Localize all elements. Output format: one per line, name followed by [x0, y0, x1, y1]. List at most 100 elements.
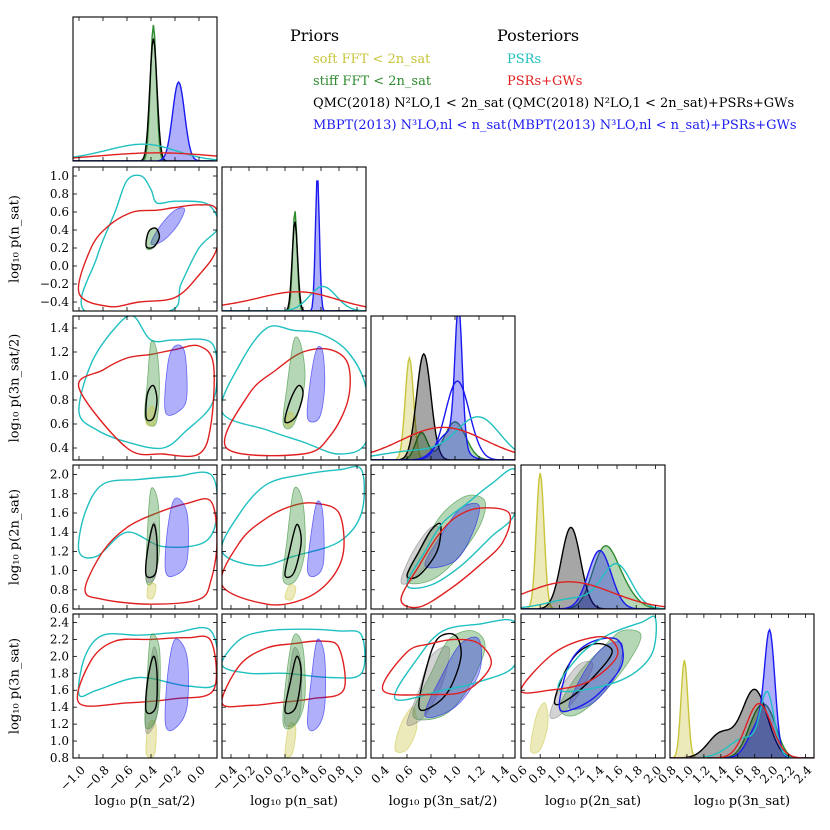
joint-panel-4-2: [381, 618, 515, 753]
marginal-panel-1: [222, 180, 366, 311]
ytick-label-1-6: 0.8: [50, 187, 69, 201]
marginal-panel-2: [371, 316, 515, 460]
contour-line-4-3-7: [521, 636, 619, 694]
marginal-fill-0-2: [73, 82, 217, 161]
contour-line-4-3-6: [557, 615, 657, 693]
ytick-label-2-1: 0.6: [50, 417, 69, 431]
joint-panel-1-0: [77, 174, 217, 311]
marginal-curve-2-5: [371, 416, 515, 457]
marginal-panel-0: [73, 24, 217, 161]
xaxis-label-0: log₁₀ p(n_sat/2): [95, 794, 196, 809]
xtick-label-2-2: 0.8: [417, 763, 440, 786]
marginal-curve-1-4: [222, 291, 366, 308]
contour-line-3-1-0: [222, 465, 366, 567]
panel-frame-3-2: [370, 464, 516, 610]
xtick-label-0-5: 0.0: [185, 763, 208, 786]
marginal-curve-3-0: [521, 472, 665, 609]
marginal-fill-2-0: [371, 358, 515, 460]
ytick-label-2-2: 0.8: [50, 393, 69, 407]
legend-prior-1: stiff FFT < 2n_sat: [313, 74, 432, 89]
marginal-curve-0-2: [73, 80, 217, 161]
ytick-label-4-2: 1.2: [50, 717, 69, 731]
contour-line-4-2-5: [393, 618, 515, 701]
marginal-curve-2-6: [371, 426, 515, 454]
ytick-label-2-3: 1.0: [50, 369, 69, 383]
legend-priors-title: Priors: [290, 26, 339, 45]
joint-panel-3-1: [222, 465, 366, 606]
marginal-curve-2-2: [371, 352, 515, 460]
xtick-label-4-8: 2.4: [791, 763, 815, 787]
contour-line-1-0-0: [80, 174, 217, 311]
marginal-curve-0-4: [73, 152, 217, 159]
xtick-label-1-7: 1.0: [343, 763, 366, 786]
marginal-fill-1-0: [222, 211, 366, 311]
ytick-label-2-5: 1.4: [50, 321, 69, 335]
ytick-label-1-7: 1.0: [50, 169, 69, 183]
marginal-curve-2-3: [371, 316, 515, 460]
xtick-label-0-3: −0.4: [129, 763, 160, 794]
legend-posterior-3: (MBPT(2013) N³LO,nl < n_sat)+PSRs+GWs: [507, 118, 797, 133]
legend-prior-2: QMC(2018) N²LO,1 < 2n_sat: [313, 96, 505, 111]
marginal-curve-2-4: [371, 380, 515, 460]
contour-fill-3-1-3: [307, 500, 325, 578]
contour-fill-4-0-2: [145, 720, 157, 758]
xtick-label-2-3: 1.0: [441, 763, 464, 786]
contour-line-2-1-1: [223, 347, 351, 457]
contour-line-2-1-0: [222, 325, 366, 455]
contour-line-3-0-1: [84, 498, 217, 605]
contour-fill-4-1-4: [282, 633, 306, 730]
yaxis-label-3: log₁₀ p(2n_sat): [8, 489, 23, 585]
joint-panel-4-1: [222, 628, 366, 758]
legend-posterior-0: PSRs: [507, 52, 541, 67]
contour-fill-3-1-2: [282, 486, 306, 585]
panel-frame-4-1: [221, 613, 367, 759]
legend-prior-0: soft FFT < 2n_sat: [313, 52, 431, 67]
panel-frame-3-0: [72, 464, 218, 610]
panel-frame-2-2: [370, 315, 516, 461]
ytick-label-3-4: 1.4: [50, 525, 69, 539]
marginal-curve-4-0: [670, 659, 814, 758]
ytick-label-3-7: 2.0: [50, 468, 69, 482]
marginal-fill-3-0: [521, 473, 665, 609]
contour-line-4-2-6: [381, 638, 493, 696]
contour-fill-4-2-0: [394, 706, 418, 753]
joint-panel-4-0: [76, 626, 217, 758]
marginal-curve-1-1: [222, 221, 366, 311]
contour-fill-4-0-3: [145, 646, 160, 734]
ytick-label-4-5: 1.8: [50, 666, 69, 680]
contour-line-1-0-4: [145, 227, 161, 249]
xaxis-label-2: log₁₀ p(3n_sat/2): [389, 794, 498, 809]
contour-fill-4-3-0: [530, 702, 549, 754]
xtick-label-2-1: 0.6: [393, 763, 416, 786]
marginal-curve-4-5: [670, 702, 814, 758]
contour-fill-4-2-3: [424, 636, 483, 719]
contour-line-4-1-6: [284, 655, 302, 715]
xaxis-label-1: log₁₀ p(n_sat): [250, 794, 338, 809]
marginal-panel-3: [521, 472, 665, 609]
ytick-label-3-5: 1.6: [50, 506, 69, 520]
xtick-label-0-1: −0.8: [81, 763, 112, 794]
ytick-label-3-1: 0.8: [50, 583, 69, 597]
yaxis-label-1: log₁₀ p(n_sat): [8, 195, 23, 283]
contour-line-3-2-4: [406, 468, 515, 590]
legend-prior-3: MBPT(2013) N³LO,nl < n_sat: [313, 118, 507, 133]
yaxis-label-4: log₁₀ p(3n_sat): [8, 638, 23, 734]
panel-frame-0-0: [72, 16, 218, 162]
ytick-label-2-4: 1.2: [50, 345, 69, 359]
marginal-fill-4-0: [670, 660, 814, 758]
ytick-label-3-2: 1.0: [50, 564, 69, 578]
contour-line-4-3-4: [553, 642, 613, 706]
contour-fill-3-0-4: [146, 583, 157, 600]
panel-frame-2-0: [72, 315, 218, 461]
ytick-label-1-1: −0.2: [40, 277, 69, 291]
panel-frame-1-1: [221, 166, 367, 312]
xtick-label-0-0: −1.0: [57, 763, 88, 794]
marginal-curve-1-3: [222, 285, 366, 311]
marginal-fill-3-3: [521, 550, 665, 609]
ytick-label-4-1: 1.0: [50, 734, 69, 748]
panel-frame-4-4: [669, 613, 815, 759]
contour-line-2-0-1: [77, 344, 215, 458]
xaxis-label-4: log₁₀ p(3n_sat): [694, 794, 790, 809]
xaxis-label-3: log₁₀ p(2n_sat): [545, 794, 641, 809]
ytick-label-2-0: 0.4: [50, 441, 69, 455]
